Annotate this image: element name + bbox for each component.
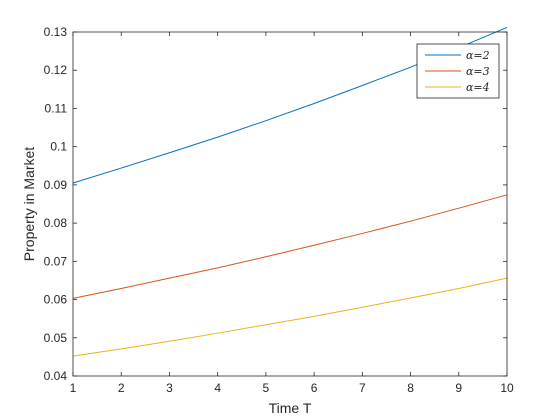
series-line-3 [72,277,508,357]
x-tick-label: 1 [70,381,77,395]
series-line-2 [72,194,508,299]
y-tick-label: 0.07 [44,254,68,268]
x-axis-label: Time T [269,400,312,416]
x-tick-label: 5 [263,381,270,395]
axes-box [72,31,508,377]
y-tick-label: 0.11 [45,101,68,115]
legend-label-2: α=3 [466,65,490,78]
y-tick-label: 0.1 [50,140,67,154]
axes-layer: 1 2 3 4 5 6 7 8 9 10 0.04 0.05 0.06 0.07 0.08 0.09 0.1 0.… [44,25,514,395]
legend-label-3: α=4 [466,81,490,94]
y-tick-label: 0.12 [44,63,68,77]
x-tick-label: 6 [311,381,318,395]
x-tick-label: 7 [359,381,366,395]
x-tick-label: 8 [407,381,414,395]
x-tick-label: 2 [118,381,125,395]
x-tick-label: 10 [500,381,514,395]
y-tick-label: 0.06 [44,293,68,307]
y-tick-label: 0.04 [44,369,68,383]
y-axis-label: Property in Market [21,147,37,261]
x-tick-label: 4 [214,381,221,395]
x-tick-label: 9 [455,381,462,395]
legend-label-1: α=2 [466,49,490,62]
y-tick-label: 0.13 [44,25,68,39]
x-tick-label: 3 [166,381,173,395]
y-tick-label: 0.05 [44,331,68,345]
y-tick-label: 0.08 [44,216,68,230]
legend: α=2 α=3 α=4 [416,43,500,99]
y-tick-label: 0.09 [44,178,68,192]
